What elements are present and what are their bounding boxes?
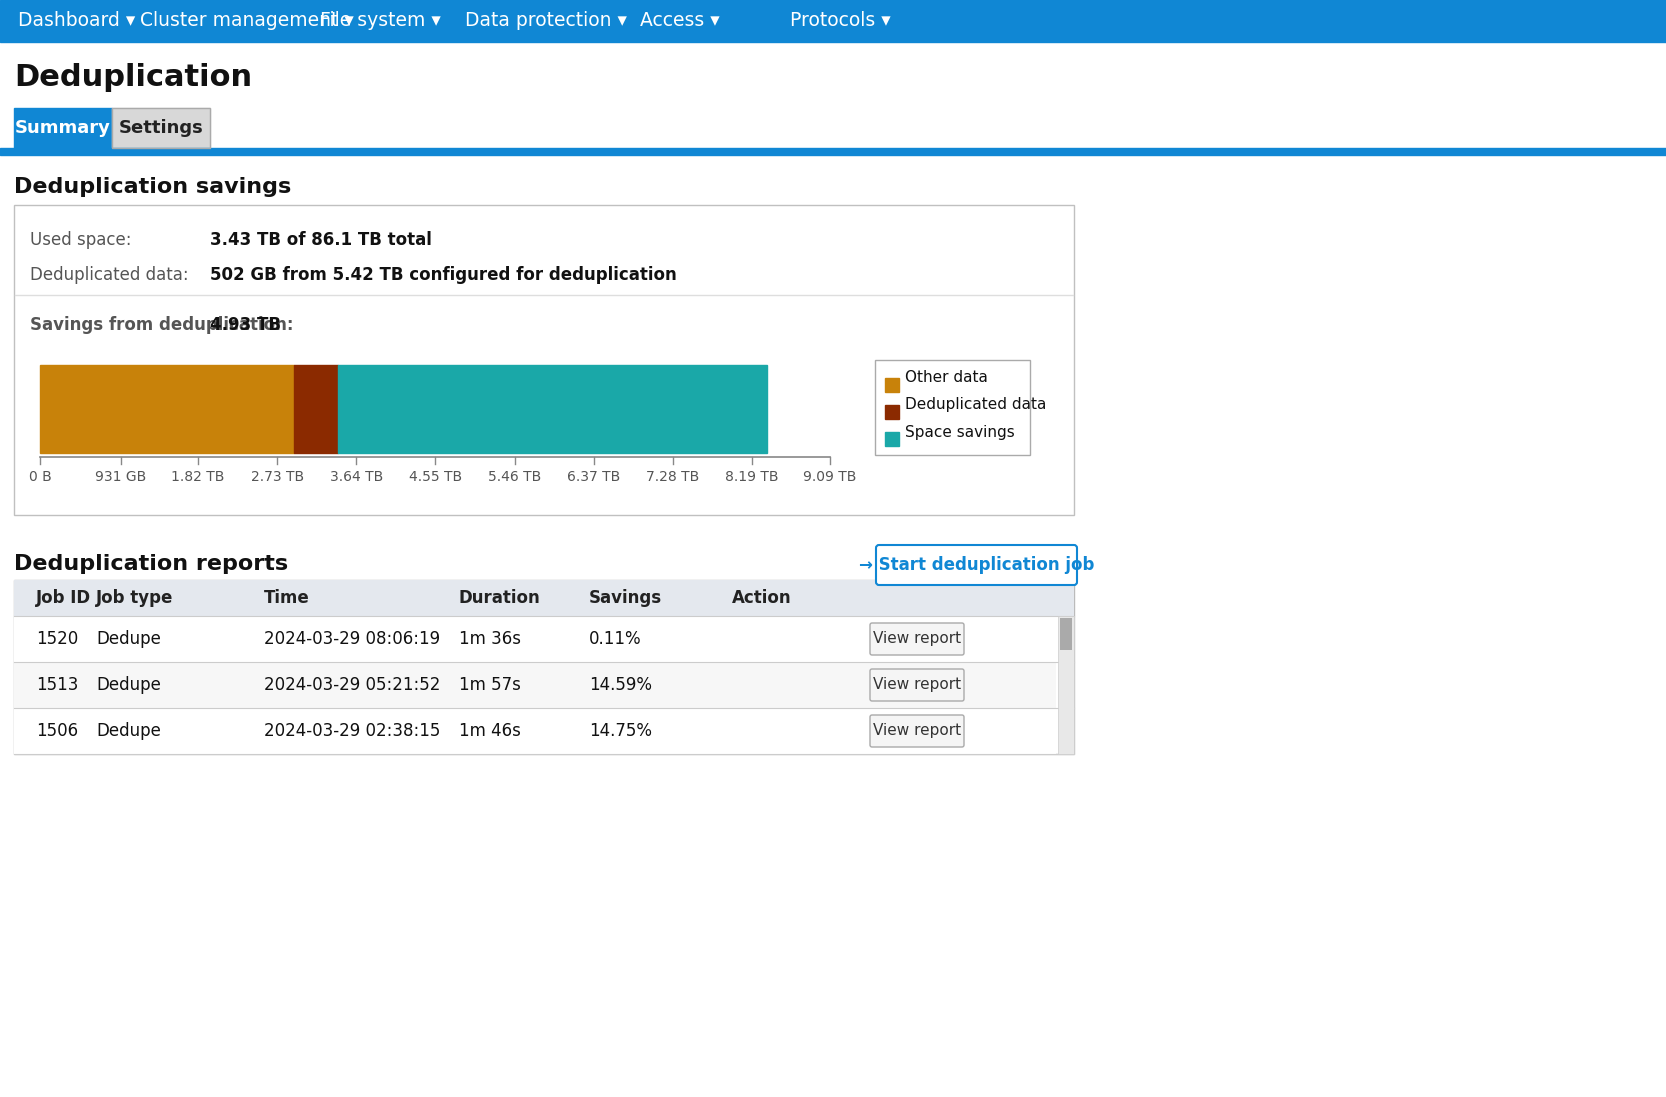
Text: 1520: 1520	[37, 630, 78, 648]
Bar	[875, 360, 1030, 455]
Bar	[338, 365, 766, 453]
Text: 5.46 TB: 5.46 TB	[488, 470, 541, 484]
Bar	[885, 378, 900, 392]
Text: Dedupe: Dedupe	[97, 676, 162, 694]
Text: View report: View report	[873, 678, 961, 692]
Text: Space savings: Space savings	[905, 425, 1015, 440]
Text: 2024-03-29 05:21:52: 2024-03-29 05:21:52	[263, 676, 440, 694]
Text: Other data: Other data	[905, 371, 988, 385]
Text: 1m 57s: 1m 57s	[460, 676, 521, 694]
Text: Summary: Summary	[15, 118, 112, 137]
Text: 0 B: 0 B	[28, 470, 52, 484]
Bar	[1060, 618, 1071, 651]
Bar	[40, 365, 295, 453]
Bar	[13, 580, 1075, 754]
Bar	[13, 580, 1075, 617]
Text: 502 GB from 5.42 TB configured for deduplication: 502 GB from 5.42 TB configured for dedup…	[210, 265, 676, 284]
Bar	[112, 108, 210, 148]
Bar	[112, 108, 210, 148]
FancyBboxPatch shape	[876, 545, 1076, 585]
Text: 4.93 TB: 4.93 TB	[210, 316, 282, 333]
Bar	[0, 0, 1666, 42]
Bar	[13, 617, 1056, 661]
Text: 1.82 TB: 1.82 TB	[172, 470, 225, 484]
Text: Duration: Duration	[460, 589, 541, 607]
Bar	[885, 432, 900, 446]
Text: Action: Action	[731, 589, 791, 607]
Text: Settings: Settings	[118, 118, 203, 137]
Text: Job ID: Job ID	[37, 589, 92, 607]
Text: 1513: 1513	[37, 676, 78, 694]
Text: 3.64 TB: 3.64 TB	[330, 470, 383, 484]
Text: 7.28 TB: 7.28 TB	[646, 470, 700, 484]
Text: 9.09 TB: 9.09 TB	[803, 470, 856, 484]
Text: Protocols ▾: Protocols ▾	[790, 11, 891, 31]
Text: Time: Time	[263, 589, 310, 607]
FancyBboxPatch shape	[870, 715, 965, 747]
Bar	[13, 661, 1056, 708]
Bar	[885, 405, 900, 419]
Bar	[0, 148, 1666, 155]
Text: Deduplication savings: Deduplication savings	[13, 177, 292, 197]
Text: 4.55 TB: 4.55 TB	[408, 470, 461, 484]
Text: Savings from deduplication:: Savings from deduplication:	[30, 316, 293, 333]
FancyBboxPatch shape	[870, 623, 965, 655]
Bar	[13, 108, 112, 148]
Text: Dashboard ▾: Dashboard ▾	[18, 11, 135, 31]
Text: 0.11%: 0.11%	[590, 630, 641, 648]
Text: Deduplicated data:: Deduplicated data:	[30, 265, 188, 284]
Text: Deduplication reports: Deduplication reports	[13, 554, 288, 574]
Text: Access ▾: Access ▾	[640, 11, 720, 31]
Text: 1m 46s: 1m 46s	[460, 722, 521, 740]
Text: View report: View report	[873, 632, 961, 646]
Text: 14.75%: 14.75%	[590, 722, 651, 740]
Text: View report: View report	[873, 724, 961, 738]
Text: 3.43 TB of 86.1 TB total: 3.43 TB of 86.1 TB total	[210, 231, 431, 249]
Bar	[13, 205, 1075, 514]
Text: 1506: 1506	[37, 722, 78, 740]
Text: Data protection ▾: Data protection ▾	[465, 11, 626, 31]
Text: → Start deduplication job: → Start deduplication job	[858, 556, 1095, 574]
Text: 14.59%: 14.59%	[590, 676, 651, 694]
Text: Job type: Job type	[97, 589, 173, 607]
Text: Cluster management ▾: Cluster management ▾	[140, 11, 353, 31]
Text: 8.19 TB: 8.19 TB	[725, 470, 778, 484]
Text: 2.73 TB: 2.73 TB	[250, 470, 303, 484]
Text: Used space:: Used space:	[30, 231, 132, 249]
FancyBboxPatch shape	[870, 669, 965, 701]
Text: 2024-03-29 02:38:15: 2024-03-29 02:38:15	[263, 722, 440, 740]
Text: 2024-03-29 08:06:19: 2024-03-29 08:06:19	[263, 630, 440, 648]
Text: File system ▾: File system ▾	[320, 11, 441, 31]
Text: 6.37 TB: 6.37 TB	[566, 470, 620, 484]
Text: Dedupe: Dedupe	[97, 630, 162, 648]
Bar	[1058, 617, 1075, 754]
Bar	[13, 708, 1056, 754]
Text: Deduplicated data: Deduplicated data	[905, 397, 1046, 412]
Text: 931 GB: 931 GB	[95, 470, 147, 484]
Text: Savings: Savings	[590, 589, 661, 607]
Text: Dedupe: Dedupe	[97, 722, 162, 740]
Text: Deduplication: Deduplication	[13, 64, 252, 92]
Bar	[295, 365, 338, 453]
Text: 1m 36s: 1m 36s	[460, 630, 521, 648]
